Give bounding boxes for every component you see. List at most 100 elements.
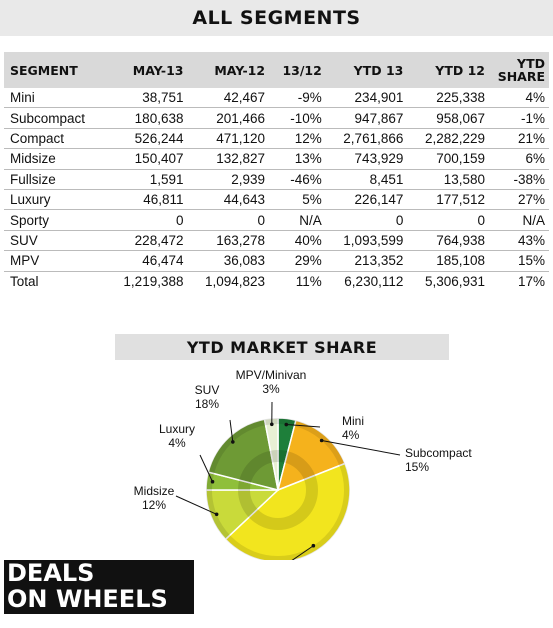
table-cell: 29% (269, 250, 326, 272)
segment-name: Mini (4, 88, 106, 109)
market-share-pie-chart: Mini4%Subcompact15%Compact44%Midsize12%L… (134, 368, 472, 560)
table-row: Mini 38,751 42,467 -9% 234,901 225,338 4% (4, 88, 549, 109)
table-header-row: SEGMENT MAY-13 MAY-12 13/12 YTD 13 YTD 12 YTD … (4, 52, 549, 88)
table-cell: 0 (105, 209, 188, 231)
segment-name: MPV (4, 250, 106, 272)
table-cell: -9% (269, 88, 326, 109)
pie-rim (206, 418, 350, 560)
logo-line-1: DEALS (7, 559, 95, 587)
table-cell: 201,466 (187, 107, 270, 129)
segment-name: Luxury (4, 189, 106, 211)
column-header: MAY-13 (132, 62, 184, 78)
leader-line (286, 424, 321, 428)
pie-slice-subcompact (276, 419, 346, 492)
pie-slice-compact (224, 462, 351, 560)
table-cell: 132,827 (187, 148, 270, 170)
slice-value-label: 3% (262, 382, 280, 396)
slice-value-label: 12% (142, 498, 166, 512)
table-row: Compact 526,244 471,120 12% 2,761,866 2,282,2… (4, 128, 549, 150)
table-row: Fullsize 1,591 2,939 -46% 8,451 13,580 -38% (4, 169, 549, 190)
table-cell: 0 (325, 209, 408, 231)
table-cell: 13% (269, 148, 326, 170)
table-cell: 764,938 (407, 230, 489, 252)
slice-label: MPV/Minivan (236, 368, 307, 382)
table-cell: 6% (489, 148, 549, 170)
leader-dot (210, 479, 215, 484)
slice-label: Luxury (159, 422, 195, 436)
leader-dot (269, 422, 274, 427)
table-cell: 13,580 (407, 169, 489, 190)
table-cell: 180,638 (105, 107, 188, 129)
column-header: YTD 13 (353, 62, 404, 78)
table-cell: 5,306,931 (424, 273, 485, 289)
table-cell: 213,352 (325, 250, 408, 272)
table-cell: 36,083 (187, 250, 270, 272)
table-cell: 8,451 (325, 169, 408, 190)
table-cell: -38% (489, 169, 549, 190)
column-header: 13/12 (282, 62, 322, 78)
table-cell: 185,108 (407, 250, 489, 272)
table-cell: 5% (269, 189, 326, 211)
slice-value-label: 4% (168, 436, 186, 450)
table-cell: 947,867 (325, 107, 408, 129)
table-cell: 46,474 (105, 250, 188, 272)
slice-value-label: 18% (195, 397, 219, 411)
slice-label: Midsize (134, 484, 175, 498)
table-cell: 1,094,823 (204, 273, 266, 289)
table-row: SUV 228,472 163,278 40% 1,093,599 764,938 43% (4, 230, 549, 252)
slice-value-label: 15% (405, 460, 429, 474)
pie-inner-ring (238, 450, 318, 530)
table-cell: -46% (269, 169, 326, 190)
table-cell: 38,751 (105, 88, 188, 109)
leader-line (199, 454, 213, 482)
table-cell: 1,591 (105, 169, 188, 190)
leader-line (321, 440, 401, 456)
table-cell: 11% (295, 273, 322, 289)
table-cell: 0 (187, 209, 270, 231)
chart-title: YTD MARKET SHARE (115, 334, 449, 360)
table-row: MPV 46,474 36,083 29% 213,352 185,108 15% (4, 250, 549, 272)
segment-name: SUV (4, 230, 106, 252)
leader-dot (284, 422, 289, 427)
table-cell: 700,159 (407, 148, 489, 170)
table-cell: 1,219,388 (123, 273, 184, 289)
page-title: ALL SEGMENTS (0, 0, 553, 36)
table-cell: 42,467 (187, 88, 270, 109)
column-header: SEGMENT (10, 62, 78, 78)
pie-slice-suv (207, 418, 279, 492)
table-cell: 2,761,866 (325, 128, 408, 150)
column-header: MAY-12 (214, 62, 266, 78)
segment-name: Fullsize (4, 169, 106, 190)
table-cell: 743,929 (325, 148, 408, 170)
table-cell: 21% (489, 128, 549, 150)
table-cell: 163,278 (187, 230, 270, 252)
table-cell: 1,093,599 (325, 230, 408, 252)
table-cell: 225,338 (407, 88, 489, 109)
table-cell: 46,811 (105, 189, 188, 211)
leader-dot (311, 543, 316, 548)
table-cell: -10% (269, 107, 326, 129)
table-row: Midsize 150,407 132,827 13% 743,929 700,159 6% (4, 148, 549, 170)
table-cell: 958,067 (407, 107, 489, 129)
table-cell: N/A (489, 209, 549, 231)
leader-dot (214, 512, 219, 517)
pie-slice-mpv-minivan (263, 417, 279, 491)
table-cell: N/A (269, 209, 326, 231)
logo-line-2: ON WHEELS (7, 585, 168, 613)
leader-dot (319, 438, 324, 443)
table-cell: 177,512 (407, 189, 489, 211)
table-cell: 6,230,112 (344, 273, 404, 289)
table-cell: 12% (269, 128, 326, 150)
table-row: Sporty 0 0 N/A 0 0 N/A (4, 209, 549, 231)
table-cell: 17% (517, 273, 545, 289)
segment-name: Midsize (4, 148, 106, 170)
leader-dot (231, 440, 235, 444)
table-cell: 40% (269, 230, 326, 252)
table-cell: 43% (489, 230, 549, 252)
table-cell: 0 (407, 209, 489, 231)
segment-name: Compact (4, 128, 106, 150)
segment-name: Total (10, 273, 39, 289)
table-body: Mini 38,751 42,467 -9% 234,901 225,338 4% Subco… (4, 88, 549, 291)
table-cell: 471,120 (187, 128, 270, 150)
leader-line (291, 545, 314, 560)
